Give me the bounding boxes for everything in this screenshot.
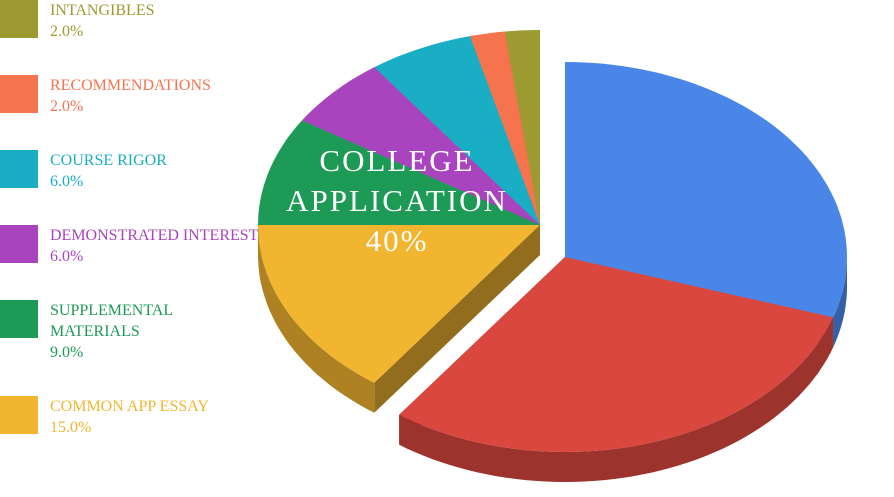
legend-entry: INTANGIBLES 2.0% — [0, 0, 270, 42]
legend-value: 6.0% — [50, 248, 84, 265]
slice-wall — [374, 225, 540, 413]
legend-entry: COMMON APP ESSAY 15.0% — [0, 396, 270, 438]
legend-text: COMMON APP ESSAY 15.0% — [50, 396, 265, 438]
legend-value: 15.0% — [50, 419, 92, 436]
slice — [565, 62, 847, 318]
legend-value: 2.0% — [50, 98, 84, 115]
legend-entry: COURSE RIGOR 6.0% — [0, 150, 270, 192]
legend-value: 2.0% — [50, 23, 84, 40]
annotation: COLLEGE — [319, 143, 474, 178]
slice-side — [258, 225, 375, 413]
legend-label: COURSE RIGOR — [50, 152, 167, 169]
legend-swatch — [0, 396, 38, 434]
legend-swatch — [0, 225, 38, 263]
legend-entry: DEMONSTRATED INTEREST 6.0% — [0, 225, 270, 267]
legend-text: SUPPLEMENTAL MATERIALS 9.0% — [50, 300, 265, 363]
legend-swatch — [0, 300, 38, 338]
slice-side — [399, 317, 834, 482]
legend-value: 6.0% — [50, 173, 84, 190]
legend-text: RECOMMENDATIONS 2.0% — [50, 75, 265, 117]
slice — [469, 31, 540, 225]
legend: INTANGIBLES 2.0% RECOMMENDATIONS 2.0% COURSE… — [0, 0, 270, 471]
slice — [258, 120, 540, 225]
slice — [258, 225, 540, 383]
legend-text: DEMONSTRATED INTEREST 6.0% — [50, 225, 265, 267]
legend-label: SUPPLEMENTAL MATERIALS — [50, 302, 173, 340]
legend-label: DEMONSTRATED INTEREST — [50, 227, 259, 244]
annotation: APPLICATION — [286, 183, 508, 218]
legend-swatch — [0, 75, 38, 113]
legend-label: COMMON APP ESSAY — [50, 398, 209, 415]
slice-side — [833, 257, 847, 348]
legend-label: INTANGIBLES — [50, 2, 155, 19]
annotation: 40% — [366, 223, 429, 258]
legend-text: INTANGIBLES 2.0% — [50, 0, 265, 42]
slice — [301, 67, 540, 225]
slice — [374, 36, 540, 225]
legend-entry: SUPPLEMENTAL MATERIALS 9.0% — [0, 300, 270, 363]
legend-swatch — [0, 0, 38, 38]
slice — [504, 30, 540, 225]
legend-entry: RECOMMENDATIONS 2.0% — [0, 75, 270, 117]
legend-value: 9.0% — [50, 344, 84, 361]
legend-swatch — [0, 150, 38, 188]
legend-text: COURSE RIGOR 6.0% — [50, 150, 265, 192]
slice — [399, 257, 834, 452]
legend-label: RECOMMENDATIONS — [50, 77, 211, 94]
